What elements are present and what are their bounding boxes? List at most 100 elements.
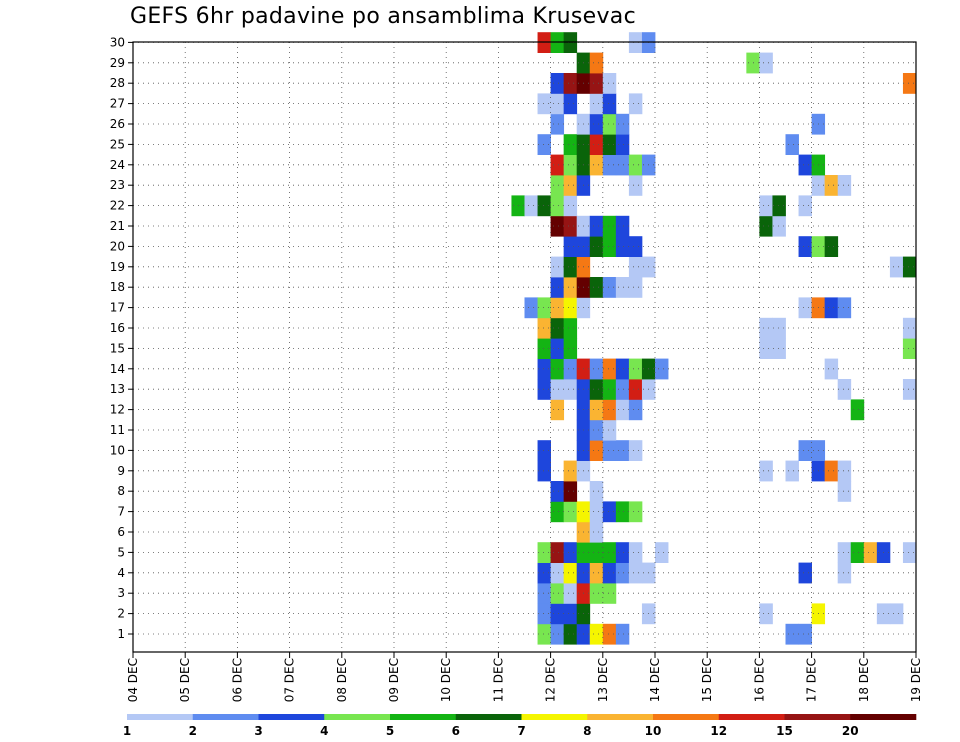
heatmap-cell [615, 358, 630, 380]
heatmap-cell [563, 215, 578, 237]
heatmap-cell [550, 623, 565, 645]
y-tick-label: 17 [110, 301, 125, 315]
heatmap-cell [902, 338, 917, 359]
heatmap-cell [589, 562, 604, 584]
heatmap-cell [837, 175, 852, 196]
heatmap-cell [550, 175, 565, 196]
heatmap-cell [537, 440, 551, 461]
heatmap-cell [563, 358, 578, 380]
y-tick-label: 6 [117, 525, 125, 539]
heatmap-cell [602, 113, 617, 135]
heatmap-cell [628, 154, 643, 176]
heatmap-cell [889, 603, 904, 625]
heatmap-cell [550, 338, 565, 359]
heatmap-cell [863, 542, 878, 563]
heatmap-cell [602, 399, 617, 421]
x-tick-label: 11 DEC [491, 658, 505, 702]
heatmap-cell [615, 154, 630, 176]
heatmap-cell [563, 256, 578, 278]
heatmap-cell [628, 501, 643, 523]
heatmap-cell [537, 297, 551, 319]
heatmap-cell [602, 623, 617, 645]
heatmap-cell [537, 583, 551, 604]
heatmap-cell [550, 256, 565, 278]
heatmap-cell [563, 154, 578, 176]
heatmap-cell [550, 195, 565, 217]
colorbar-swatch [390, 714, 457, 720]
heatmap-cell [628, 236, 643, 257]
y-tick-label: 15 [110, 341, 125, 355]
heatmap-cell [589, 419, 604, 441]
x-tick-label: 04 DEC [126, 658, 140, 702]
heatmap-cell [837, 297, 852, 319]
colorbar-swatch [718, 714, 785, 720]
heatmap-cell [759, 338, 773, 359]
heatmap-cell [785, 134, 799, 155]
x-tick-label: 16 DEC [752, 658, 766, 702]
heatmap-cell [824, 297, 839, 319]
y-tick-label: 22 [110, 199, 125, 213]
heatmap-cell [563, 603, 578, 625]
heatmap-cell [602, 440, 617, 461]
x-tick-label: 15 DEC [700, 658, 714, 702]
heatmap-cell [902, 256, 917, 278]
heatmap-cell [615, 236, 630, 257]
heatmap-cell [615, 501, 630, 523]
heatmap-cell [759, 317, 773, 339]
heatmap-cell [550, 277, 565, 298]
x-tick-label: 06 DEC [230, 658, 244, 702]
colorbar-label: 12 [710, 724, 727, 738]
heatmap-cell [550, 73, 565, 94]
heatmap-cell [589, 113, 604, 135]
heatmap-cell [837, 379, 852, 400]
heatmap-cell [563, 134, 578, 155]
heatmap-cell [628, 93, 643, 115]
heatmap-cell [628, 399, 643, 421]
heatmap-cell [902, 317, 917, 339]
heatmap-cell [537, 317, 551, 339]
heatmap-cell [615, 399, 630, 421]
heatmap-cell [602, 73, 617, 94]
heatmap-cell [628, 542, 643, 563]
heatmap-cell [798, 623, 812, 645]
heatmap-cell [550, 583, 565, 604]
heatmap-cell [550, 358, 565, 380]
heatmap-cell [563, 297, 578, 319]
heatmap-cell [837, 481, 852, 502]
colorbar-label: 4 [320, 724, 328, 738]
heatmap-cell [628, 358, 643, 380]
y-tick-label: 30 [110, 35, 125, 49]
heatmap-cell [837, 460, 852, 482]
heatmap-cell [550, 113, 565, 135]
colorbar-label: 8 [583, 724, 591, 738]
heatmap-cell [602, 583, 617, 604]
heatmap-cell [589, 399, 604, 421]
heatmap-cell [602, 277, 617, 298]
colorbar-swatch [455, 714, 522, 720]
heatmap-cell [537, 134, 551, 155]
heatmap-cell [824, 236, 839, 257]
heatmap-cell [628, 562, 643, 584]
colorbar-swatch [784, 714, 851, 720]
heatmap-cell [563, 236, 578, 257]
heatmap-cell [524, 297, 538, 319]
x-tick-label: 17 DEC [805, 658, 819, 702]
y-tick-label: 13 [110, 382, 125, 396]
colorbar-label: 10 [645, 724, 662, 738]
heatmap-cell [589, 358, 604, 380]
heatmap-cell [615, 562, 630, 584]
y-tick-label: 3 [117, 586, 125, 600]
heatmap-cell [550, 297, 565, 319]
heatmap-cell [798, 195, 812, 217]
heatmap-cell [563, 379, 578, 400]
x-tick-label: 10 DEC [439, 658, 453, 702]
chart-title: GEFS 6hr padavine po ansamblima Krusevac [130, 4, 636, 29]
heatmap-cell [589, 623, 604, 645]
heatmap-cell [798, 154, 812, 176]
heatmap-cell [615, 277, 630, 298]
heatmap-cell [602, 562, 617, 584]
heatmap-cell [615, 440, 630, 461]
heatmap-cell [850, 542, 865, 563]
heatmap-cell [602, 236, 617, 257]
